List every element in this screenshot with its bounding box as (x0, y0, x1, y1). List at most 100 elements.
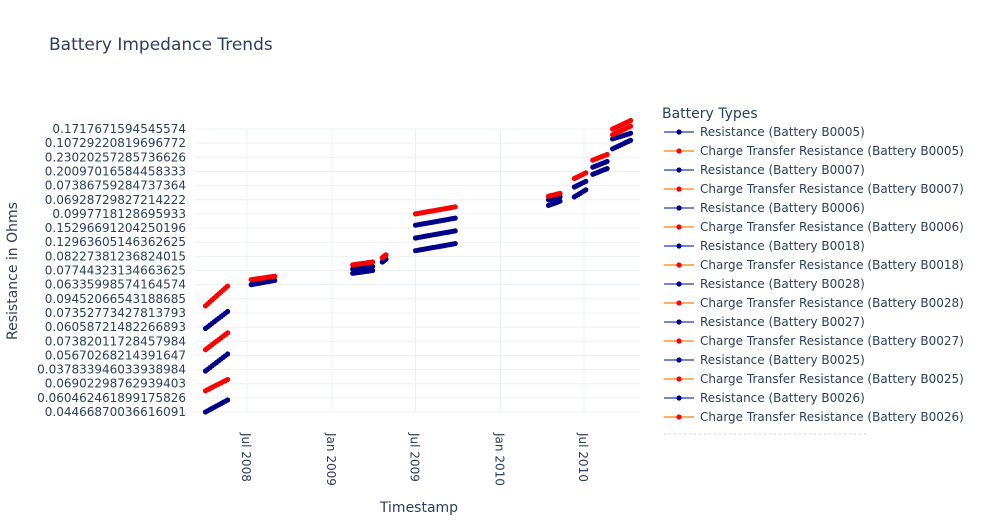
grid (195, 128, 640, 413)
data-point (225, 376, 231, 383)
legend-item[interactable]: Resistance (Battery B0007) (664, 163, 865, 177)
series-trace (350, 259, 376, 268)
data-point (370, 263, 376, 269)
data-point (628, 130, 634, 136)
y-tick-label: 0.08227381236824015 (45, 249, 186, 263)
data-point (225, 397, 231, 403)
legend-label: Charge Transfer Resistance (Battery B002… (700, 372, 964, 386)
y-tick-label: 0.060462461899175826 (37, 391, 186, 405)
y-tick-label: 0.10729220819696772 (45, 136, 186, 150)
series-trace (610, 123, 634, 138)
series-trace (545, 198, 563, 208)
data-point (583, 187, 589, 193)
data-point (452, 204, 458, 210)
legend-marker (676, 414, 682, 420)
legend-marker (676, 300, 682, 306)
legend-marker (676, 186, 682, 192)
legend-item[interactable]: Resistance (Battery B0025) (664, 353, 865, 367)
y-tick-label: 0.1717671594545574 (52, 122, 186, 136)
y-tick-label: 0.15296691204250196 (45, 221, 186, 235)
legend-marker (676, 243, 682, 249)
legend-item[interactable]: Resistance (Battery B0026) (664, 391, 865, 405)
legend-label: Resistance (Battery B0005) (700, 125, 865, 139)
legend-marker (676, 167, 682, 173)
legend-item[interactable]: Charge Transfer Resistance (Battery B001… (664, 258, 964, 272)
legend-item[interactable]: Charge Transfer Resistance (Battery B002… (664, 296, 964, 310)
legend-marker (676, 395, 682, 401)
legend-marker (676, 224, 682, 230)
legend-marker (676, 148, 682, 154)
y-tick-label: 0.23020257285736626 (45, 150, 186, 164)
data-point (370, 259, 376, 265)
legend-label: Charge Transfer Resistance (Battery B000… (700, 220, 964, 234)
y-tick-label: 0.09452066543188685 (45, 292, 186, 306)
legend-label: Resistance (Battery B0006) (700, 201, 865, 215)
data-point (370, 267, 376, 274)
data-point (225, 308, 231, 315)
legend-item[interactable]: Resistance (Battery B0018) (664, 239, 865, 253)
legend-label: Resistance (Battery B0026) (700, 391, 865, 405)
y-axis-ticks: 0.044668700366160910.0604624618991758260… (37, 122, 186, 419)
legend-item[interactable]: Resistance (Battery B0006) (664, 201, 865, 215)
series-trace (202, 376, 231, 394)
data-point (452, 228, 458, 234)
series-trace (590, 158, 610, 170)
y-tick-label: 0.0997718128695933 (52, 207, 186, 221)
series-trace (202, 351, 231, 374)
series-trace (412, 241, 458, 254)
y-tick-label: 0.07382011728457984 (45, 334, 186, 348)
legend-item[interactable]: Charge Transfer Resistance (Battery B002… (664, 410, 964, 424)
series-trace (571, 178, 589, 190)
data-point (272, 277, 278, 283)
legend-item[interactable]: Charge Transfer Resistance (Battery B002… (664, 334, 964, 348)
data-point (272, 273, 278, 279)
series-trace (379, 252, 389, 261)
legend-label: Resistance (Battery B0028) (700, 277, 865, 291)
legend[interactable]: Battery Types Resistance (Battery B0005)… (662, 106, 964, 435)
legend-item[interactable]: Charge Transfer Resistance (Battery B000… (664, 220, 964, 234)
legend-marker (676, 281, 682, 287)
legend-marker (676, 357, 682, 363)
legend-marker (676, 338, 682, 344)
series-trace (202, 308, 231, 332)
data-point (604, 166, 610, 172)
data-point (383, 252, 389, 258)
series-trace (248, 277, 278, 288)
legend-marker (676, 205, 682, 211)
legend-label: Charge Transfer Resistance (Battery B002… (700, 334, 964, 348)
series-trace (412, 215, 458, 228)
legend-item[interactable]: Resistance (Battery B0027) (664, 315, 865, 329)
series-trace (571, 187, 589, 200)
x-tick-label: Jul 2009 (408, 432, 422, 482)
series-trace (610, 137, 634, 152)
y-tick-label: 0.20097016584458333 (45, 164, 186, 178)
data-point (452, 215, 458, 221)
legend-item[interactable]: Resistance (Battery B0028) (664, 277, 865, 291)
legend-marker (676, 319, 682, 325)
x-tick-label: Jan 2010 (492, 432, 506, 486)
data-point (225, 283, 231, 289)
series-trace (571, 170, 589, 182)
legend-item[interactable]: Charge Transfer Resistance (Battery B000… (664, 182, 964, 196)
legend-label: Resistance (Battery B0025) (700, 353, 865, 367)
legend-label: Charge Transfer Resistance (Battery B002… (700, 296, 964, 310)
legend-label: Resistance (Battery B0007) (700, 163, 865, 177)
data-point (583, 170, 589, 176)
legend-item[interactable]: Resistance (Battery B0005) (664, 125, 865, 139)
x-tick-label: Jul 2010 (576, 432, 590, 482)
series-trace (590, 166, 610, 177)
x-axis-title: Timestamp (379, 500, 458, 516)
series-trace (610, 130, 634, 142)
legend-item[interactable]: Charge Transfer Resistance (Battery B002… (664, 372, 964, 386)
legend-title: Battery Types (662, 106, 758, 122)
series-trace (412, 228, 458, 241)
legend-item[interactable]: Charge Transfer Resistance (Battery B000… (664, 144, 964, 158)
series-layer (202, 117, 634, 415)
legend-marker (676, 262, 682, 268)
data-point (225, 330, 231, 336)
y-tick-label: 0.06058721482266893 (45, 320, 186, 334)
y-axis-title: Resistance in Ohms (5, 202, 21, 340)
data-point (628, 137, 634, 143)
data-point (452, 241, 458, 247)
